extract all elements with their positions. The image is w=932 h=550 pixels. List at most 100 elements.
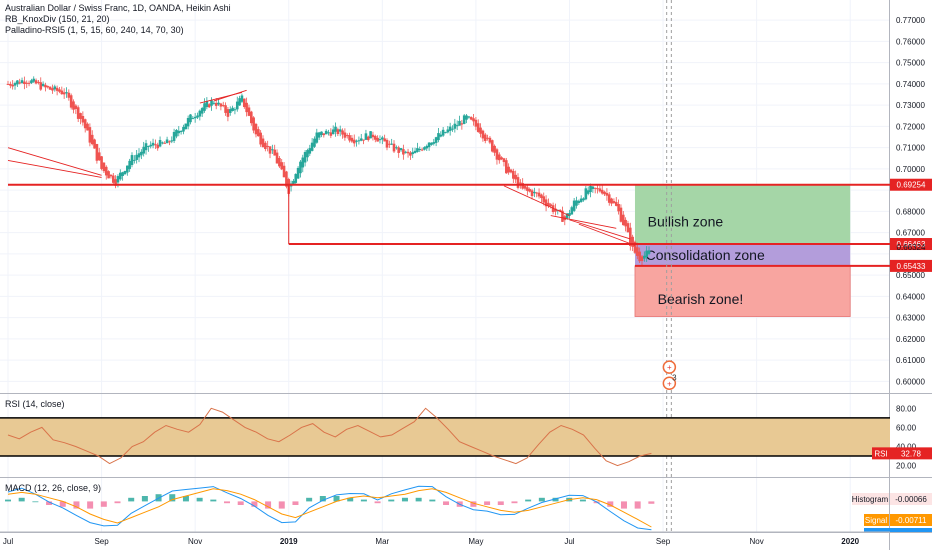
histogram-tag-name: Histogram (852, 495, 889, 504)
candle-body (523, 185, 527, 189)
candle-body (133, 159, 136, 161)
price-axis-tick: 0.72000 (896, 122, 925, 131)
candle-body (257, 129, 260, 137)
divergence-line (550, 215, 617, 229)
candle-body (378, 139, 382, 141)
candle-body (51, 88, 54, 91)
candle-body (46, 86, 50, 88)
candle-body (76, 107, 80, 119)
candle-body (301, 157, 305, 168)
candle-body (151, 142, 155, 146)
legend-indicator-knoxdiv[interactable]: RB_KnoxDiv (150, 21, 20) (5, 14, 110, 24)
candle-body (13, 83, 17, 86)
candle-body (118, 172, 122, 180)
time-axis-label: May (468, 537, 483, 546)
candle-body (156, 144, 160, 149)
candle-body (469, 117, 473, 120)
candle-body (238, 98, 241, 106)
candle-body (65, 92, 68, 94)
candle-body (315, 132, 319, 143)
candle-body (418, 148, 422, 151)
candle-body (317, 132, 321, 138)
signal-tag-name: Signal (865, 516, 887, 525)
candle-body (250, 111, 253, 124)
candle-body (121, 172, 124, 176)
time-axis-label: Nov (188, 537, 202, 546)
candle-body (69, 95, 73, 108)
candle-body (224, 105, 227, 113)
candle-body (93, 139, 96, 149)
macd-histogram-bar (128, 497, 135, 502)
candle-body (409, 152, 412, 156)
macd-histogram-bar (648, 501, 655, 504)
candle-body (254, 123, 258, 135)
macd-histogram-bar (306, 497, 313, 502)
event-marker-1 (662, 360, 677, 374)
candle-body (402, 149, 405, 155)
rsi-pane-title[interactable]: RSI (14, close) (5, 399, 65, 409)
candle-body (322, 133, 326, 136)
legend-symbol-title[interactable]: Australian Dollar / Swiss Franc, 1D, OAN… (5, 3, 231, 13)
candle-body (530, 190, 534, 197)
macd-pane-title[interactable]: MACD (12, 26, close, 9) (5, 483, 102, 493)
candle-body (495, 149, 499, 160)
candle-body (420, 149, 424, 151)
candle-body (516, 177, 520, 188)
candle-body (535, 192, 539, 194)
candle-body (228, 109, 232, 113)
candle-body (416, 148, 419, 152)
macd-histogram-bar (552, 497, 559, 502)
candle-body (404, 151, 408, 153)
candle-body (303, 152, 307, 163)
candle-body (161, 142, 164, 144)
candle-body (175, 129, 178, 137)
candle-body (308, 148, 312, 154)
candle-body (219, 103, 223, 107)
macd-histogram-bar (607, 501, 614, 507)
candle-body (647, 250, 651, 254)
divergence-line (7, 159, 102, 178)
candle-body (242, 98, 246, 107)
candle-body (448, 126, 452, 131)
candle-body (614, 202, 618, 206)
legend-indicator-rsi5[interactable]: Palladino-RSI5 (1, 5, 15, 60, 240, 14, 7… (5, 25, 184, 35)
price-axis-tick: 0.77000 (896, 16, 925, 25)
candle-body (20, 80, 24, 83)
candle-body (313, 138, 316, 147)
candle-body (359, 138, 363, 141)
macd-histogram-bar (443, 501, 450, 505)
macd-histogram-bar (401, 497, 408, 502)
candle-body (554, 208, 557, 212)
candle-body (589, 185, 592, 193)
candle-body (432, 142, 436, 144)
candle-body (362, 139, 365, 141)
signal-tag-value: -0.00711 (896, 516, 928, 525)
candle-body (140, 151, 143, 156)
zone-label-bullish: Bullish zone (648, 214, 724, 230)
candle-body (18, 82, 21, 84)
candle-body (481, 130, 485, 139)
candle-body (235, 101, 239, 110)
macd-histogram-bar (319, 496, 326, 502)
candle-body (135, 154, 138, 160)
candle-body (137, 153, 141, 158)
candle-body (575, 200, 578, 206)
rsi-tag-name: RSI (874, 449, 887, 458)
candle-body (512, 170, 515, 179)
candle-body (610, 198, 613, 204)
candle-body (533, 191, 536, 194)
candle-body (221, 105, 225, 107)
candle-body (210, 100, 213, 106)
candle-body (100, 156, 103, 169)
candle-body (355, 140, 358, 142)
macd-histogram-bar (388, 499, 395, 502)
time-axis-label: Sep (94, 537, 109, 546)
candle-body (11, 84, 14, 87)
signal-tag-name-bg (864, 514, 889, 526)
candle-body (282, 165, 286, 178)
candle-body (48, 86, 52, 90)
macd-histogram-bar (182, 496, 189, 502)
macd-histogram-bar (634, 501, 641, 509)
macd-histogram-bar (497, 501, 504, 505)
